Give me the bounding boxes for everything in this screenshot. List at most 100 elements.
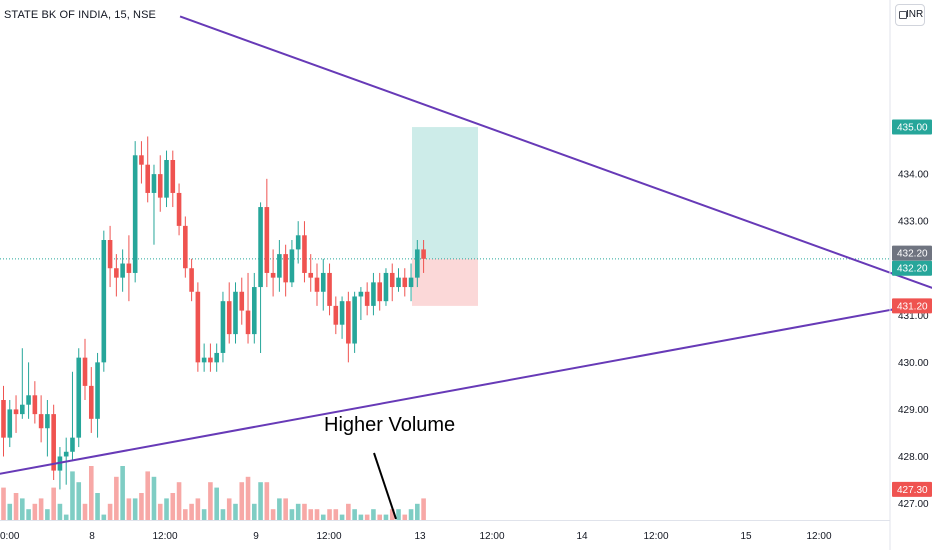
candle	[20, 348, 25, 419]
drawing-layer: Higher Volume	[0, 15, 932, 520]
candle	[120, 249, 125, 292]
volume-bar	[76, 482, 82, 520]
candle-body	[170, 160, 176, 193]
candle-body	[114, 268, 119, 278]
candle	[151, 164, 157, 245]
volume-bar	[421, 498, 426, 520]
candle	[164, 150, 169, 208]
candle	[245, 272, 251, 344]
candle	[264, 178, 270, 288]
lock-icon	[899, 11, 907, 19]
volume-bar	[258, 482, 263, 520]
symbol-title: STATE BK OF INDIA, 15, NSE	[4, 9, 156, 21]
volume-bar	[126, 498, 132, 520]
volume-bar	[415, 503, 420, 520]
volume-bar	[308, 509, 314, 520]
candle-body	[63, 451, 69, 457]
volume-bar	[63, 514, 69, 520]
volume-bar	[245, 476, 251, 520]
candle	[7, 400, 13, 448]
price-axis[interactable]: 427.00428.00429.00430.00431.00432.00433.…	[889, 0, 932, 550]
candle-body	[226, 301, 232, 335]
candle-body	[51, 414, 56, 471]
volume-bar	[151, 476, 157, 520]
candle-body	[339, 301, 345, 325]
candle-body	[45, 414, 50, 429]
candle	[396, 268, 401, 292]
price-tag: 432.20	[892, 245, 932, 261]
candle-body	[320, 272, 326, 292]
candle-body	[245, 310, 251, 335]
x-tick-label: 15	[740, 531, 752, 542]
candle	[415, 240, 420, 288]
price-tag-box	[892, 260, 932, 276]
candle-body	[252, 287, 257, 335]
candle	[176, 183, 182, 236]
volume-bar	[220, 509, 226, 520]
y-tick-label: 434.00	[898, 170, 929, 181]
volume-bar	[402, 514, 408, 520]
y-tick-label: 429.00	[898, 405, 929, 416]
candle	[308, 254, 314, 292]
candle-body	[139, 155, 144, 165]
time-axis[interactable]: 0:00 8 12:00 9 12:00 13 12:00 14 12:00 15 12:00	[0, 520, 890, 543]
candle-body	[327, 272, 332, 306]
price-tag: 432.20	[892, 260, 932, 276]
x-tick-label: 9	[253, 531, 259, 542]
x-tick-label: 12:00	[152, 531, 177, 542]
candle	[252, 272, 257, 344]
volume-bar	[408, 509, 414, 520]
candle	[139, 141, 144, 184]
x-tick-label: 0:00	[0, 531, 20, 542]
volume-bar	[120, 466, 125, 520]
candle	[76, 348, 82, 448]
candle	[258, 202, 263, 353]
volume-bar	[189, 503, 194, 520]
volume-bar	[82, 503, 88, 520]
x-tick-label: 13	[414, 531, 426, 542]
triangle-lower-line	[0, 301, 932, 475]
candle	[38, 395, 44, 443]
candle-body	[70, 437, 75, 452]
candle-body	[145, 164, 151, 193]
price-tag: 431.20	[892, 298, 932, 314]
x-tick-label: 12:00	[316, 531, 341, 542]
candle	[214, 343, 219, 372]
x-tick-label: 14	[576, 531, 588, 542]
candle-body	[389, 272, 395, 288]
stop-zone	[412, 258, 478, 306]
volume-bar	[51, 487, 56, 520]
candle-body	[183, 225, 188, 269]
triangle-upper-line	[179, 15, 932, 289]
volume-bar	[201, 509, 207, 520]
y-tick-label: 431.00	[898, 311, 929, 322]
currency-button[interactable]: INR	[895, 4, 925, 26]
candle-body	[358, 291, 364, 297]
volume-bar	[38, 498, 44, 520]
candle	[283, 244, 288, 297]
price-tag: 435.00	[892, 119, 932, 135]
candle	[270, 249, 276, 297]
volume-bar	[352, 509, 357, 520]
higher-volume-annotation: Higher Volume	[324, 414, 455, 436]
candle-body	[82, 357, 88, 386]
candle-body	[101, 240, 107, 363]
volume-bar	[214, 487, 219, 520]
candle	[1, 385, 6, 457]
candle-body	[396, 277, 401, 288]
volume-bar	[358, 514, 364, 520]
candle-body	[208, 357, 213, 363]
candle	[70, 371, 75, 462]
price-tag-box	[892, 245, 932, 261]
volume-bar	[339, 514, 345, 520]
volume-bar	[70, 471, 75, 520]
candle	[302, 221, 307, 283]
candle-body	[371, 282, 376, 306]
volume-bar	[32, 503, 38, 520]
candle	[32, 381, 38, 424]
candle	[389, 263, 395, 302]
y-tick-label: 428.00	[898, 452, 929, 463]
candle-body	[164, 160, 169, 198]
candle	[352, 291, 357, 353]
